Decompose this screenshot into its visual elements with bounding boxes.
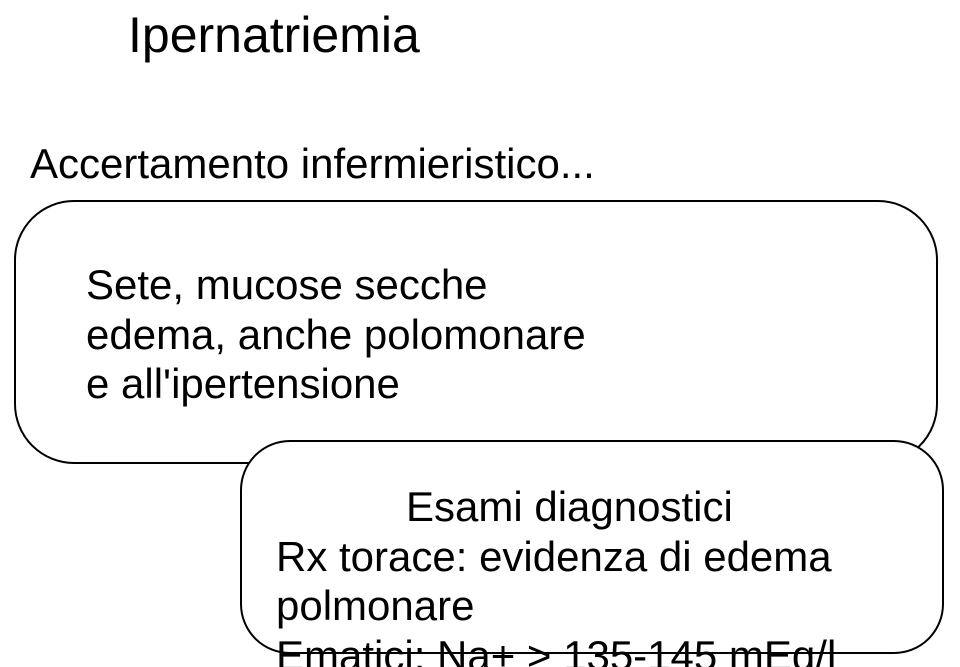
subtitle: Accertamento infermieristico... <box>30 140 595 188</box>
bubble1-line3: e all'ipertensione <box>86 360 400 407</box>
bubble2-line2: Rx torace: evidenza di edema polmonare <box>276 532 960 631</box>
bubble2-line1: Esami diagnostici <box>276 482 960 532</box>
info-bubble-1-text: Sete, mucose secche edema, anche polomon… <box>86 260 586 409</box>
bubble1-line2: edema, anche polomonare <box>86 311 586 358</box>
info-bubble-2-text: Esami diagnostici Rx torace: evidenza di… <box>276 482 960 667</box>
bubble1-line1: Sete, mucose secche <box>86 261 488 308</box>
page-title: Ipernatriemia <box>128 6 420 64</box>
bubble2-line3: Ematici: Na+ > 135-145 mEq/l <box>276 631 960 667</box>
